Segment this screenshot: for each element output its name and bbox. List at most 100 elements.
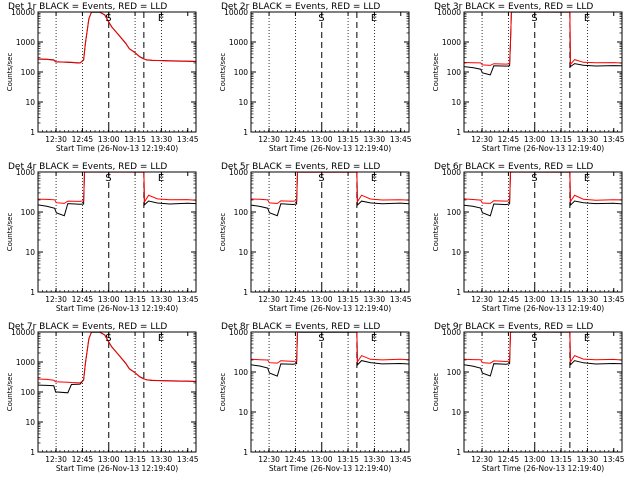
x-tick-label: 13:30 (151, 295, 173, 304)
y-tick-label: 10000 (437, 8, 461, 17)
y-tick-label: 1000 (229, 168, 248, 177)
y-tick-label: 1 (456, 128, 461, 137)
y-tick-label: 1 (30, 288, 35, 297)
start-marker: S (318, 13, 324, 24)
panel-title: Det 5r BLACK = Events, RED = LLD (221, 162, 380, 172)
y-tick-label: 10 (25, 98, 35, 107)
x-tick-label: 13:15 (550, 295, 572, 304)
x-tick-label: 13:00 (311, 135, 333, 144)
events-series-line (251, 172, 409, 217)
events-series-line (38, 332, 196, 394)
x-tick-label: 13:45 (177, 295, 199, 304)
start-marker: S (105, 333, 111, 344)
x-tick-label: 13:00 (311, 295, 333, 304)
x-tick-label: 12:30 (471, 295, 493, 304)
y-axis-label: Counts/sec (6, 373, 14, 412)
y-tick-label: 10 (238, 408, 248, 417)
y-tick-label: 1000 (229, 328, 248, 337)
series-group (38, 12, 196, 64)
y-tick-label: 1 (456, 448, 461, 457)
y-tick-label: 100 (234, 368, 249, 377)
plot-frame (250, 331, 410, 453)
lld-series-line (38, 12, 196, 64)
x-tick-label: 13:15 (337, 135, 359, 144)
x-tick-label: 13:45 (177, 135, 199, 144)
x-tick-label: 13:30 (151, 135, 173, 144)
panel-title: Det 2r BLACK = Events, RED = LLD (221, 2, 380, 12)
end-marker: E (371, 13, 377, 24)
y-tick-label: 10 (451, 248, 461, 257)
events-series-line (464, 172, 622, 217)
x-tick-label: 12:45 (72, 135, 94, 144)
lld-series-line (251, 332, 409, 364)
panel-title: Det 8r BLACK = Events, RED = LLD (221, 322, 380, 332)
x-tick-label: 13:15 (337, 295, 359, 304)
x-tick-label: 13:00 (524, 135, 546, 144)
start-marker: S (105, 13, 111, 24)
x-tick-label: 13:45 (390, 455, 412, 464)
y-tick-label: 10 (238, 248, 248, 257)
y-tick-label: 1000 (229, 38, 248, 47)
x-tick-label: 13:15 (124, 295, 146, 304)
y-tick-label: 10 (238, 98, 248, 107)
y-tick-label: 1 (30, 448, 35, 457)
x-tick-label: 13:00 (311, 455, 333, 464)
y-tick-label: 1 (30, 128, 35, 137)
y-tick-label: 10 (451, 408, 461, 417)
y-tick-label: 100 (21, 208, 36, 217)
series-group (251, 172, 409, 217)
x-tick-label: 12:30 (258, 295, 280, 304)
end-marker: E (158, 13, 164, 24)
x-tick-label: 13:15 (124, 135, 146, 144)
y-tick-label: 100 (234, 68, 249, 77)
x-tick-label: 13:00 (524, 295, 546, 304)
x-tick-label: 12:30 (471, 455, 493, 464)
end-marker: E (584, 333, 590, 344)
series-group (38, 332, 196, 394)
lld-series-line (464, 172, 622, 204)
y-tick-label: 100 (447, 68, 462, 77)
panel-title: Det 1r BLACK = Events, RED = LLD (8, 2, 167, 12)
x-tick-label: 13:30 (364, 295, 386, 304)
y-axis-label: Counts/sec (6, 53, 14, 92)
x-axis-label: Start Time (26-Nov-13 12:19:40) (482, 304, 604, 313)
x-axis-label: Start Time (26-Nov-13 12:19:40) (56, 304, 178, 313)
x-tick-label: 13:15 (124, 455, 146, 464)
y-tick-label: 1000 (442, 38, 461, 47)
y-tick-label: 10000 (11, 328, 35, 337)
x-tick-label: 12:30 (258, 135, 280, 144)
y-tick-label: 10000 (11, 8, 35, 17)
x-tick-label: 12:45 (72, 455, 94, 464)
x-tick-label: 12:45 (72, 295, 94, 304)
plot-frame (463, 171, 623, 293)
y-tick-label: 1000 (16, 358, 35, 367)
x-tick-label: 13:30 (364, 455, 386, 464)
y-tick-label: 100 (234, 208, 249, 217)
series-group (38, 172, 196, 217)
x-tick-label: 12:30 (45, 135, 67, 144)
panel-title: Det 9r BLACK = Events, RED = LLD (434, 322, 593, 332)
series-group (464, 332, 622, 377)
x-tick-label: 13:15 (550, 455, 572, 464)
events-series-line (38, 12, 196, 64)
x-tick-label: 13:30 (577, 455, 599, 464)
y-tick-label: 10 (25, 418, 35, 427)
panel-title: Det 6r BLACK = Events, RED = LLD (434, 162, 593, 172)
x-tick-label: 12:30 (45, 295, 67, 304)
y-axis-label: Counts/sec (432, 373, 440, 412)
plot-frame (463, 331, 623, 453)
end-marker: E (584, 173, 590, 184)
x-tick-label: 13:30 (577, 295, 599, 304)
end-marker: E (371, 333, 377, 344)
x-axis-label: Start Time (26-Nov-13 12:19:40) (269, 304, 391, 313)
y-tick-label: 100 (21, 68, 36, 77)
start-marker: S (531, 173, 537, 184)
x-tick-label: 12:30 (471, 135, 493, 144)
x-axis-label: Start Time (26-Nov-13 12:19:40) (482, 144, 604, 153)
y-tick-label: 1000 (442, 328, 461, 337)
